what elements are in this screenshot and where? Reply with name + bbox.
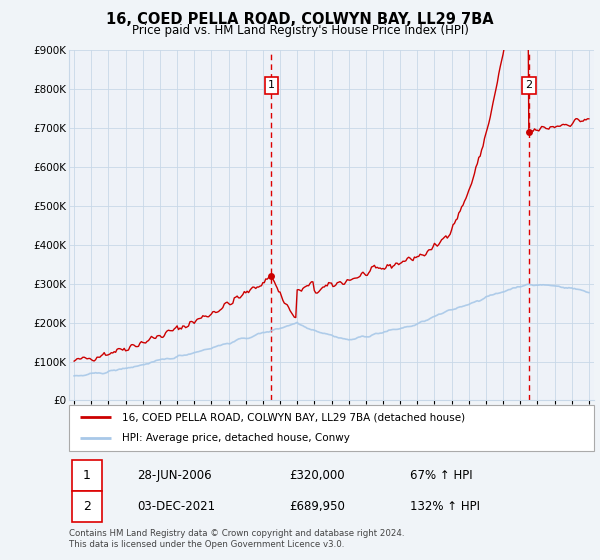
Text: HPI: Average price, detached house, Conwy: HPI: Average price, detached house, Conw… (121, 433, 349, 444)
Text: 1: 1 (268, 81, 275, 90)
Text: 2: 2 (83, 500, 91, 513)
Text: 67% ↑ HPI: 67% ↑ HPI (410, 469, 473, 482)
Text: 28-JUN-2006: 28-JUN-2006 (137, 469, 212, 482)
Text: £689,950: £689,950 (290, 500, 346, 513)
FancyBboxPatch shape (71, 491, 102, 522)
Text: 16, COED PELLA ROAD, COLWYN BAY, LL29 7BA (detached house): 16, COED PELLA ROAD, COLWYN BAY, LL29 7B… (121, 412, 464, 422)
Text: Contains HM Land Registry data © Crown copyright and database right 2024.
This d: Contains HM Land Registry data © Crown c… (69, 529, 404, 549)
FancyBboxPatch shape (69, 405, 594, 451)
Text: 132% ↑ HPI: 132% ↑ HPI (410, 500, 480, 513)
Text: 03-DEC-2021: 03-DEC-2021 (137, 500, 215, 513)
Text: 2: 2 (525, 81, 532, 90)
FancyBboxPatch shape (71, 460, 102, 491)
Text: 1: 1 (83, 469, 91, 482)
Text: £320,000: £320,000 (290, 469, 345, 482)
Text: Price paid vs. HM Land Registry's House Price Index (HPI): Price paid vs. HM Land Registry's House … (131, 24, 469, 36)
Text: 16, COED PELLA ROAD, COLWYN BAY, LL29 7BA: 16, COED PELLA ROAD, COLWYN BAY, LL29 7B… (106, 12, 494, 27)
